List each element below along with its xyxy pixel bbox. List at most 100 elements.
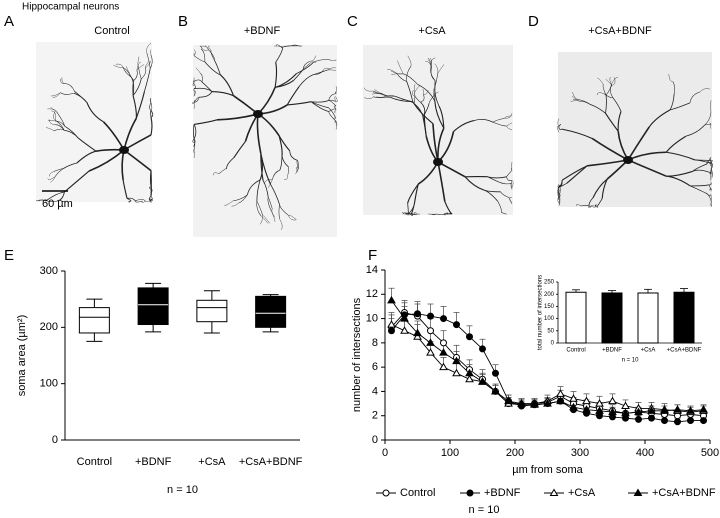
neurite [286,86,300,106]
neurite [558,195,561,203]
neurite [123,67,132,78]
neurite [333,117,337,123]
neurite [275,44,281,47]
neurite [557,118,560,127]
neurite [296,160,299,168]
y-tick-label: 300 [40,265,58,277]
neurite [557,194,560,204]
neurite [611,77,618,84]
neurite [267,179,273,188]
neurite [581,205,590,207]
neurite [430,57,432,67]
neurite [135,200,143,203]
neurite [193,139,196,151]
neurite [193,55,205,63]
neurite [193,145,195,147]
neurite [256,179,261,202]
neurite [208,49,215,61]
neurite [38,199,48,202]
data-point [478,377,487,385]
neurite [55,120,65,131]
neurite [53,128,65,132]
neurite [572,99,580,102]
neurite [501,212,506,215]
neurite [487,176,507,179]
bar [637,292,659,344]
neurite [596,92,604,96]
panel-label: D [528,13,539,30]
figure-header: Hippocampal neurons [22,2,119,13]
neurite [204,61,221,76]
neurite [231,203,239,207]
neurite [709,184,712,190]
neurite [289,150,298,161]
data-point [400,314,409,322]
neurite [595,204,597,207]
neurite [690,185,708,195]
neurite [443,213,446,216]
data-point [440,339,447,347]
neurite [281,155,289,168]
neurite [193,79,203,83]
neurite [595,205,599,208]
neurite [135,91,145,119]
legend-label: +CsA [568,487,596,499]
neurite [126,66,130,73]
neurite [57,191,65,202]
neurite [136,64,145,70]
neurite [592,178,608,199]
neurite [601,178,608,199]
neurite [262,180,269,198]
neurite [77,137,97,152]
neurite [60,200,62,202]
neurite [403,73,418,85]
data-point [426,348,435,356]
data-point [414,310,421,318]
x-tick-label: 200 [506,447,524,459]
y-tick-label: 10 [366,312,378,324]
neurite [61,200,65,203]
neurite [443,212,448,215]
neurite [372,90,391,98]
neurite [195,67,201,74]
neurite [283,174,289,180]
neurite [136,61,141,70]
neurite [310,101,329,112]
neurite [63,162,77,169]
x-tick-label: +BDNF [602,348,622,354]
neurite [694,159,712,161]
micrographs [35,42,713,237]
legend-marker [466,489,474,497]
neurite [279,45,283,49]
neurite [310,100,329,103]
neurite [148,195,152,202]
neurite [149,186,152,190]
neurite [605,83,612,96]
neurite [434,101,445,129]
x-tick-label: Control [77,456,112,468]
neurite [335,91,337,94]
box [78,307,110,334]
neurite [420,94,425,103]
y-axis-label: total number of intersections [538,275,544,350]
neurite [133,69,138,81]
neurite [193,149,195,159]
neurite [328,108,337,112]
neurite [126,198,132,202]
y-tick-label: 150 [544,304,555,310]
neurite [200,73,203,83]
neurite [200,46,209,51]
neurite [47,200,58,202]
neurite [414,84,416,93]
x-tick-label: 100 [441,447,459,459]
neurite [504,113,513,119]
neurite [76,150,97,164]
neurite [497,201,502,213]
neurite [500,191,510,198]
neurite [278,135,283,156]
neurite [438,105,445,129]
neurite [295,168,299,175]
neurite [267,197,273,209]
neurite [423,90,429,95]
neurite [327,69,337,71]
